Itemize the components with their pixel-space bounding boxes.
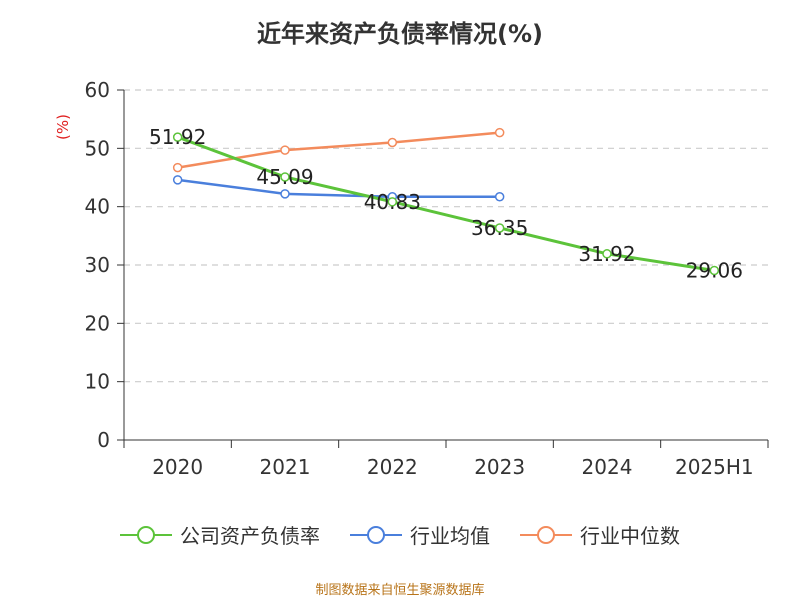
- data-point-s0-2021: [280, 172, 290, 182]
- data-point-s0-2025H1: [709, 265, 720, 276]
- legend-swatch-industry-median: [520, 525, 572, 544]
- data-label-2020: 51.92: [149, 125, 206, 149]
- x-tick-label-2024: 2024: [582, 455, 633, 479]
- y-tick-label-10: 10: [85, 370, 110, 394]
- legend-label-industry-median: 行业中位数: [580, 524, 680, 548]
- legend-item-industry-median[interactable]: 行业中位数: [520, 520, 680, 549]
- y-tick-label-50: 50: [85, 136, 110, 160]
- y-tick-label-0: 0: [97, 428, 110, 452]
- chart-title: 近年来资产负债率情况(%): [257, 20, 543, 48]
- data-point-s2-2021: [280, 145, 290, 155]
- data-source-note: 制图数据来自恒生聚源数据库: [315, 583, 485, 598]
- data-label-2023: 36.35: [471, 216, 528, 240]
- y-axis-label: (%): [54, 114, 72, 140]
- legend-item-industry-mean[interactable]: 行业均值: [350, 520, 490, 549]
- data-point-s2-2022: [387, 137, 398, 148]
- legend-swatch-company: [120, 525, 172, 544]
- data-point-s1-2020: [172, 175, 183, 185]
- y-tick-label-30: 30: [85, 253, 110, 277]
- x-tick-label-2021: 2021: [260, 455, 311, 479]
- legend-item-company[interactable]: 公司资产负债率: [120, 520, 320, 549]
- series-line-2: [177, 131, 500, 169]
- y-tick-label-20: 20: [85, 311, 110, 335]
- data-point-s0-2022: [387, 197, 398, 207]
- data-point-s2-2023: [494, 127, 505, 138]
- data-point-s1-2023: [494, 192, 505, 202]
- data-label-2024: 31.92: [578, 242, 635, 266]
- x-tick-label-2020: 2020: [152, 455, 203, 479]
- x-tick-label-2023: 2023: [474, 455, 525, 479]
- data-label-2025H1: 29.06: [686, 258, 743, 282]
- data-label-2022: 40.83: [364, 190, 421, 214]
- data-point-s0-2023: [494, 223, 505, 233]
- y-tick-label-60: 60: [85, 78, 110, 102]
- legend-label-industry-mean: 行业均值: [410, 524, 490, 548]
- data-point-s0-2024: [602, 249, 612, 259]
- x-tick-label-2025H1: 2025H1: [675, 455, 754, 479]
- series-line-1: [177, 178, 500, 198]
- legend-label-company: 公司资产负债率: [180, 524, 320, 548]
- data-label-2021: 45.09: [256, 165, 313, 189]
- data-point-s0-2020: [172, 132, 183, 142]
- legend-swatch-industry-mean: [350, 525, 402, 544]
- y-tick-label-40: 40: [85, 195, 110, 219]
- legend: 公司资产负债率 行业均值 行业中位数: [0, 520, 800, 549]
- data-point-s1-2021: [280, 189, 290, 199]
- data-point-s2-2020: [172, 162, 183, 173]
- series-line-0: [177, 135, 715, 272]
- x-tick-label-2022: 2022: [367, 455, 418, 479]
